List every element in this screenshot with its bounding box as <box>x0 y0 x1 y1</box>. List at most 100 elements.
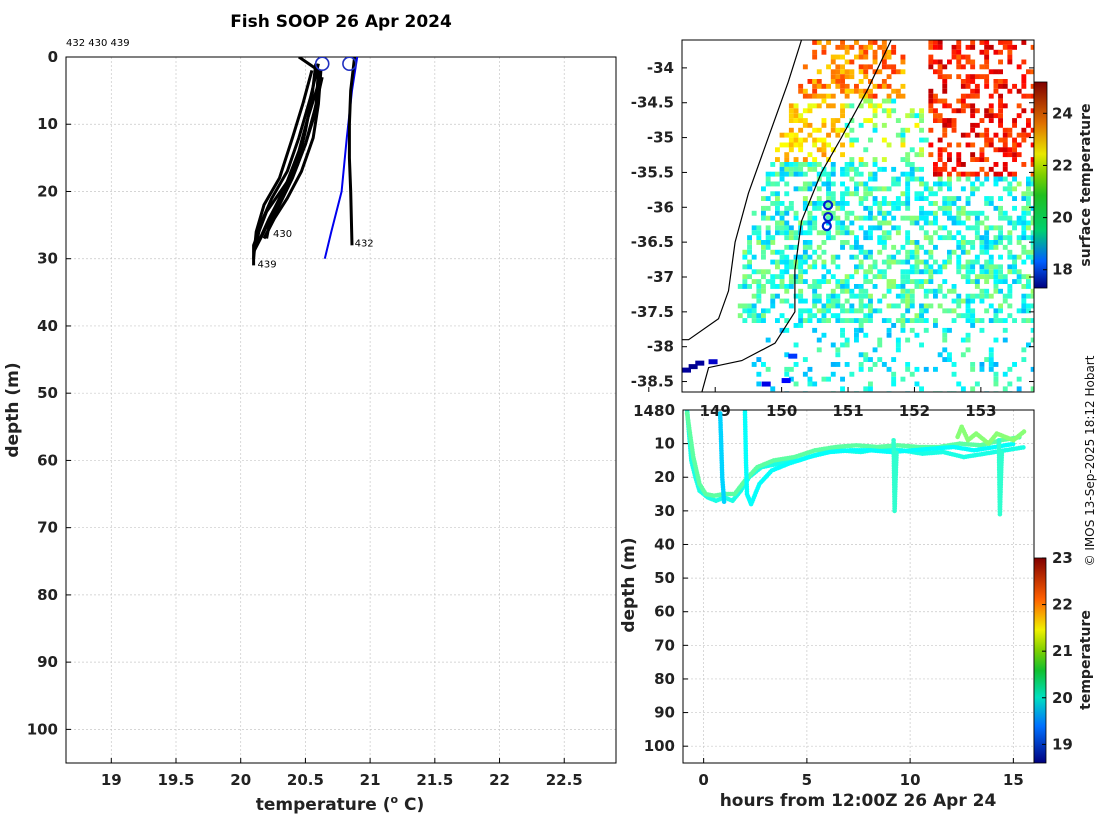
sst-cell <box>965 332 971 338</box>
sst-cell <box>788 284 794 289</box>
sst-cell <box>937 186 943 192</box>
sst-cell <box>1007 240 1013 245</box>
sst-cell <box>756 279 762 284</box>
sst-cell <box>984 230 990 236</box>
sst-cell <box>858 244 864 250</box>
sst-cell <box>1016 274 1022 280</box>
sst-cell <box>993 171 999 177</box>
sst-cell <box>863 64 869 70</box>
sst-cell <box>1007 215 1013 221</box>
sst-cell <box>816 284 822 289</box>
sst-cell <box>914 244 920 250</box>
sst-cell <box>900 318 906 323</box>
sst-cell <box>821 240 827 245</box>
sst-cell <box>816 308 822 314</box>
sst-cell <box>816 205 822 211</box>
sst-cell <box>812 264 818 270</box>
sst-cell <box>919 313 924 319</box>
sst-cell <box>798 162 804 167</box>
sst-cell <box>998 215 1003 221</box>
sst-cell <box>970 88 976 94</box>
sst-cell <box>988 357 994 362</box>
sst-cell <box>830 54 836 60</box>
sst-cell <box>979 40 985 45</box>
sst-cell <box>868 386 873 392</box>
sst-cell <box>784 152 790 158</box>
sst-cell <box>998 118 1003 123</box>
sst-cell <box>765 337 771 343</box>
sst-cell <box>891 215 897 221</box>
sst-cell <box>937 303 943 309</box>
sst-cell <box>784 327 790 333</box>
sst-cell <box>937 176 943 182</box>
sst-cell <box>900 201 906 206</box>
sst-cell <box>835 215 841 221</box>
sst-cell <box>900 83 906 89</box>
sst-cell <box>868 40 873 45</box>
sst-cell <box>761 254 766 260</box>
sst-cell <box>956 49 962 55</box>
sst-cell <box>816 171 822 177</box>
sst-cell <box>830 166 836 172</box>
sst-cell <box>840 279 845 284</box>
sst-cell <box>1026 186 1031 192</box>
sst-cell <box>933 171 938 177</box>
sst-cell <box>974 74 980 80</box>
sst-cell <box>835 362 841 367</box>
sst-cell <box>965 298 971 304</box>
sst-cell <box>988 196 994 201</box>
sst-cell <box>928 210 934 216</box>
sst-cell <box>947 176 952 182</box>
sst-cell <box>812 220 818 226</box>
sst-cell <box>960 132 966 138</box>
sst-cell <box>919 191 924 197</box>
sst-cell <box>900 171 906 177</box>
sst-cell <box>802 118 808 123</box>
sst-cell <box>858 215 864 221</box>
sst-cell <box>1007 366 1013 372</box>
sst-cell <box>812 157 818 162</box>
sst-cell <box>765 244 771 250</box>
sst-cell <box>821 137 827 143</box>
temp-cbar-tick-label: 23 <box>1052 549 1073 567</box>
sst-cell <box>1007 44 1013 50</box>
sst-cell <box>854 83 859 89</box>
sst-cell <box>881 201 887 206</box>
sst-cell <box>965 79 971 84</box>
sst-cell <box>775 259 780 265</box>
sst-cell <box>812 54 818 60</box>
sst-cell <box>923 293 929 299</box>
sst-cell <box>923 264 929 270</box>
sst-cell <box>835 347 841 353</box>
sst-cell <box>1021 274 1027 280</box>
sst-cell <box>826 318 831 323</box>
sst-cell <box>923 308 929 314</box>
sst-cell <box>942 127 948 133</box>
sst-cell <box>947 215 952 221</box>
sst-cell <box>840 88 845 94</box>
sst-cell <box>895 88 901 94</box>
sst-cell <box>688 364 698 370</box>
sst-cell <box>863 293 869 299</box>
sst-cell <box>970 323 976 328</box>
sst-cell <box>1007 191 1013 197</box>
sst-cell <box>784 205 790 211</box>
sst-cell <box>979 274 985 280</box>
sst-cell <box>756 225 762 231</box>
sst-cell <box>998 49 1003 55</box>
sst-cell <box>960 162 966 167</box>
sst-cell <box>807 186 813 192</box>
sst-cell <box>881 83 887 89</box>
sst-cell <box>909 220 915 226</box>
sst-cell <box>914 240 920 245</box>
sst-cell <box>784 269 790 275</box>
sst-cell <box>909 288 915 294</box>
sst-cell <box>872 362 878 367</box>
sst-cell <box>844 88 850 94</box>
sst-cell <box>956 157 962 162</box>
sst-cell <box>900 157 906 162</box>
profile-ytick-label: 70 <box>37 519 58 537</box>
sst-cell <box>923 230 929 236</box>
map-xtick-label: 153 <box>965 402 996 420</box>
sst-cell <box>979 210 985 216</box>
